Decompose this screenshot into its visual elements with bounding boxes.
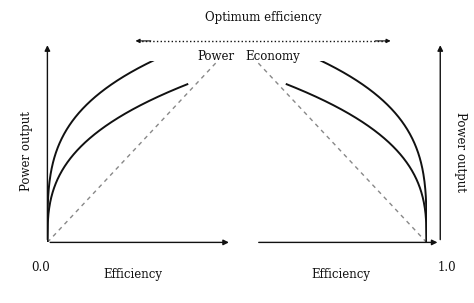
Text: Economy: Economy xyxy=(245,50,300,63)
Text: Power: Power xyxy=(197,50,234,63)
Text: Efficiency: Efficiency xyxy=(312,268,371,281)
Text: Efficiency: Efficiency xyxy=(103,268,162,281)
Text: 1.0: 1.0 xyxy=(438,261,456,274)
Text: Power output: Power output xyxy=(20,112,34,191)
Text: 0.0: 0.0 xyxy=(31,261,50,274)
Text: Power output: Power output xyxy=(454,112,467,191)
Text: Optimum efficiency: Optimum efficiency xyxy=(205,11,321,24)
